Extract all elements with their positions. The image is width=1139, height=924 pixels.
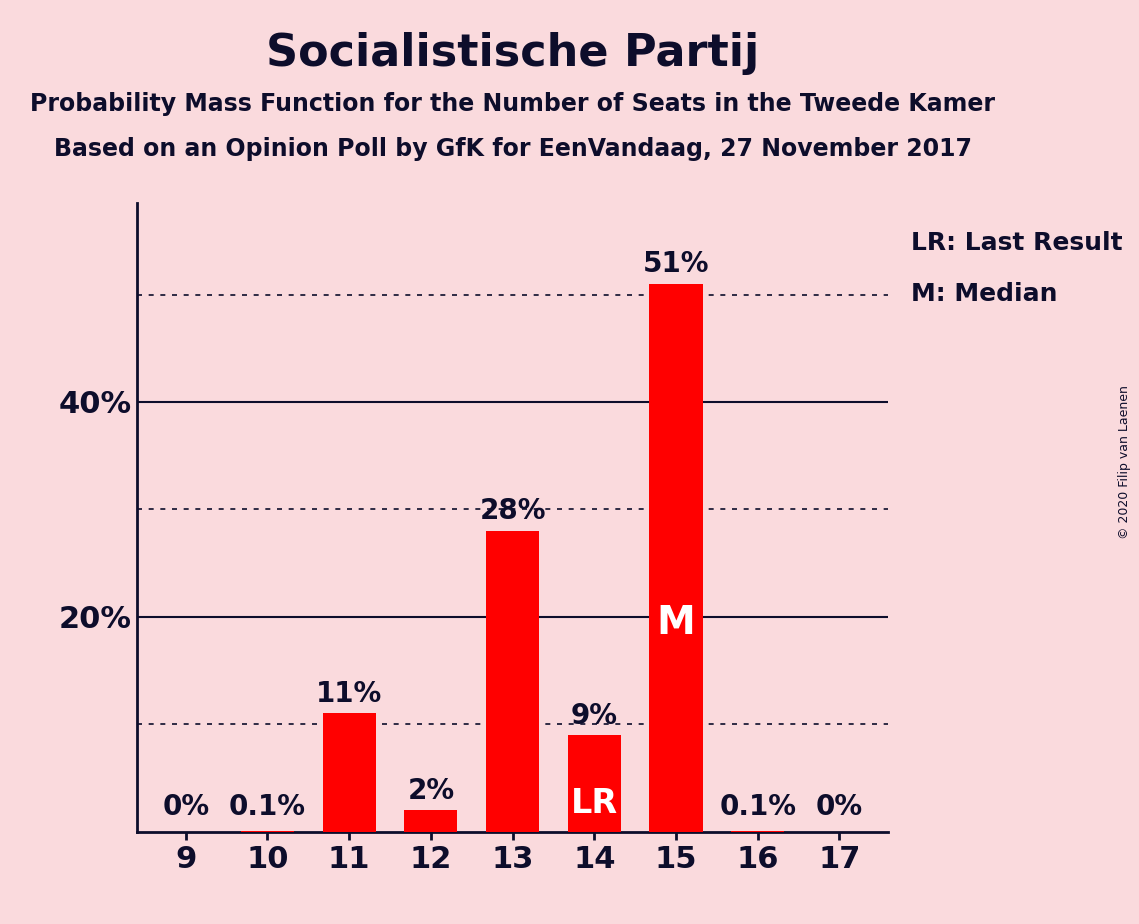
Text: LR: LR: [571, 787, 617, 820]
Bar: [567, 735, 621, 832]
Text: 2%: 2%: [408, 777, 454, 805]
Bar: [486, 531, 539, 832]
Text: © 2020 Filip van Laenen: © 2020 Filip van Laenen: [1118, 385, 1131, 539]
Text: M: M: [656, 604, 695, 642]
Bar: [731, 831, 785, 832]
Text: 0%: 0%: [162, 793, 210, 821]
Text: 0%: 0%: [816, 793, 863, 821]
Text: 0.1%: 0.1%: [719, 793, 796, 821]
Text: Probability Mass Function for the Number of Seats in the Tweede Kamer: Probability Mass Function for the Number…: [30, 92, 995, 116]
Text: 28%: 28%: [480, 497, 546, 526]
Text: 11%: 11%: [316, 680, 383, 708]
Bar: [404, 810, 458, 832]
Text: Based on an Opinion Poll by GfK for EenVandaag, 27 November 2017: Based on an Opinion Poll by GfK for EenV…: [54, 137, 972, 161]
Text: 51%: 51%: [642, 250, 710, 278]
Bar: [322, 713, 376, 832]
Text: 9%: 9%: [571, 701, 617, 730]
Bar: [649, 284, 703, 832]
Text: Socialistische Partij: Socialistische Partij: [265, 32, 760, 76]
Text: M: Median: M: Median: [911, 282, 1058, 306]
Text: 0.1%: 0.1%: [229, 793, 306, 821]
Bar: [240, 831, 294, 832]
Text: LR: Last Result: LR: Last Result: [911, 231, 1123, 255]
